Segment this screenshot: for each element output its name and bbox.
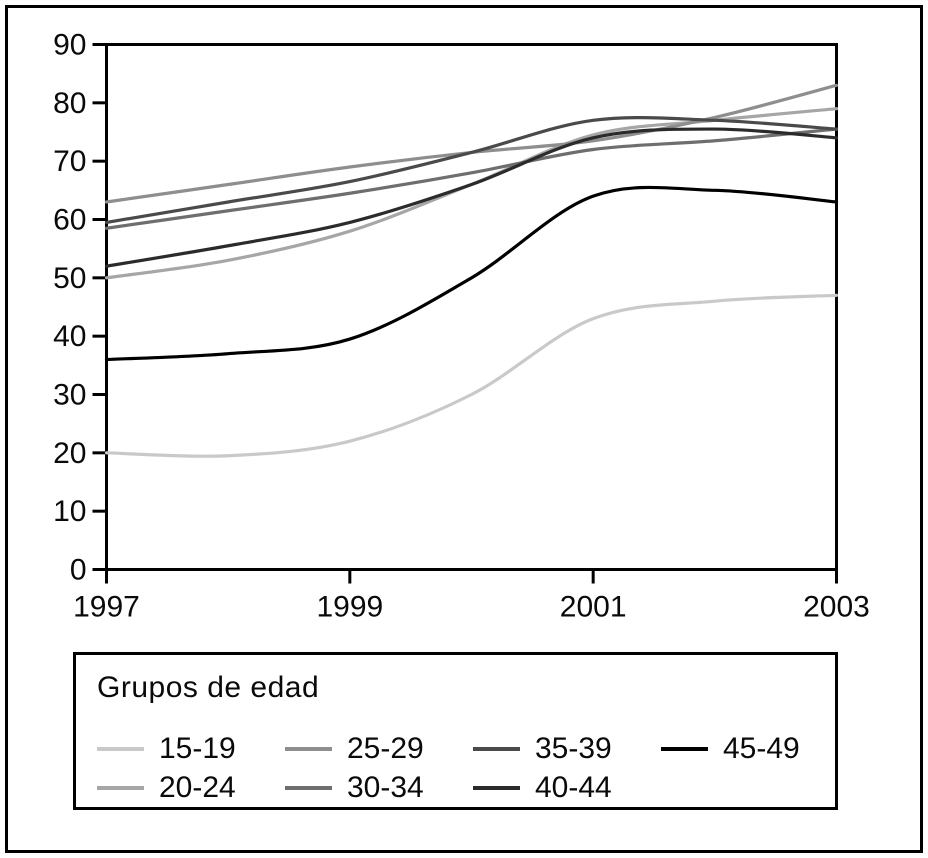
- legend-item-20-24: 20-24: [97, 771, 285, 805]
- line-chart-plot: 0 10 20 30 40 50 60 70 80 90 1997 1999 2001 2003: [53, 29, 870, 624]
- y-tick-label: 90: [53, 29, 86, 62]
- x-tick-label: 1999: [316, 591, 383, 624]
- y-tick-label: 40: [53, 320, 86, 353]
- legend-item-label: 35-39: [535, 731, 612, 765]
- y-tick-label: 0: [70, 554, 87, 587]
- legend-box: Grupos de edad 15-19 20-24 25-29 30-34 35-39…: [73, 652, 838, 810]
- legend-grid: 15-19 20-24 25-29 30-34 35-39 40-44 45-49: [97, 729, 835, 807]
- series-lines: [104, 83, 839, 458]
- series-line-45-49: [104, 185, 839, 362]
- y-tick-label: 50: [53, 262, 86, 295]
- legend-swatch-40-44: [473, 785, 520, 790]
- legend-swatch-15-19: [97, 746, 144, 751]
- x-tick-label: 1997: [73, 591, 140, 624]
- legend-item-label: 15-19: [159, 731, 236, 765]
- legend-item-label: 30-34: [347, 770, 424, 804]
- y-tick-label: 10: [53, 495, 86, 528]
- series-line-35-39: [104, 116, 839, 225]
- axis-ticks: [92, 43, 838, 584]
- y-tick-label: 60: [53, 204, 86, 237]
- x-tick-label: 2001: [560, 591, 627, 624]
- y-tick-label: 30: [53, 379, 86, 412]
- y-tick-label: 70: [53, 145, 86, 178]
- plot-frame: [105, 43, 838, 571]
- y-tick-label: 80: [53, 87, 86, 120]
- series-line-15-19: [104, 293, 839, 458]
- legend-swatch-45-49: [661, 746, 708, 751]
- x-tick-label: 2003: [803, 591, 870, 624]
- legend-item-30-34: 30-34: [285, 771, 473, 805]
- legend-item-label: 45-49: [723, 731, 800, 765]
- legend-swatch-25-29: [285, 746, 332, 751]
- legend-item-35-39: 35-39: [473, 732, 661, 766]
- legend-swatch-30-34: [285, 785, 332, 790]
- legend-title: Grupos de edad: [97, 671, 320, 704]
- legend-item-15-19: 15-19: [97, 732, 285, 766]
- legend-item-label: 40-44: [535, 770, 612, 804]
- plot-box-border: [105, 43, 838, 571]
- legend-item-40-44: 40-44: [473, 771, 661, 805]
- legend-swatch-35-39: [473, 746, 520, 751]
- legend-swatch-20-24: [97, 785, 144, 790]
- legend-item-25-29: 25-29: [285, 732, 473, 766]
- series-line-30-34: [104, 127, 839, 230]
- legend-item-45-49: 45-49: [661, 732, 849, 766]
- series-line-20-24: [104, 107, 839, 280]
- legend-item-label: 25-29: [347, 731, 424, 765]
- axis-labels: 0 10 20 30 40 50 60 70 80 90 1997 1999 2001 2003: [53, 29, 870, 624]
- series-line-40-44: [104, 127, 839, 268]
- y-tick-label: 20: [53, 437, 86, 470]
- legend-item-label: 20-24: [159, 770, 236, 804]
